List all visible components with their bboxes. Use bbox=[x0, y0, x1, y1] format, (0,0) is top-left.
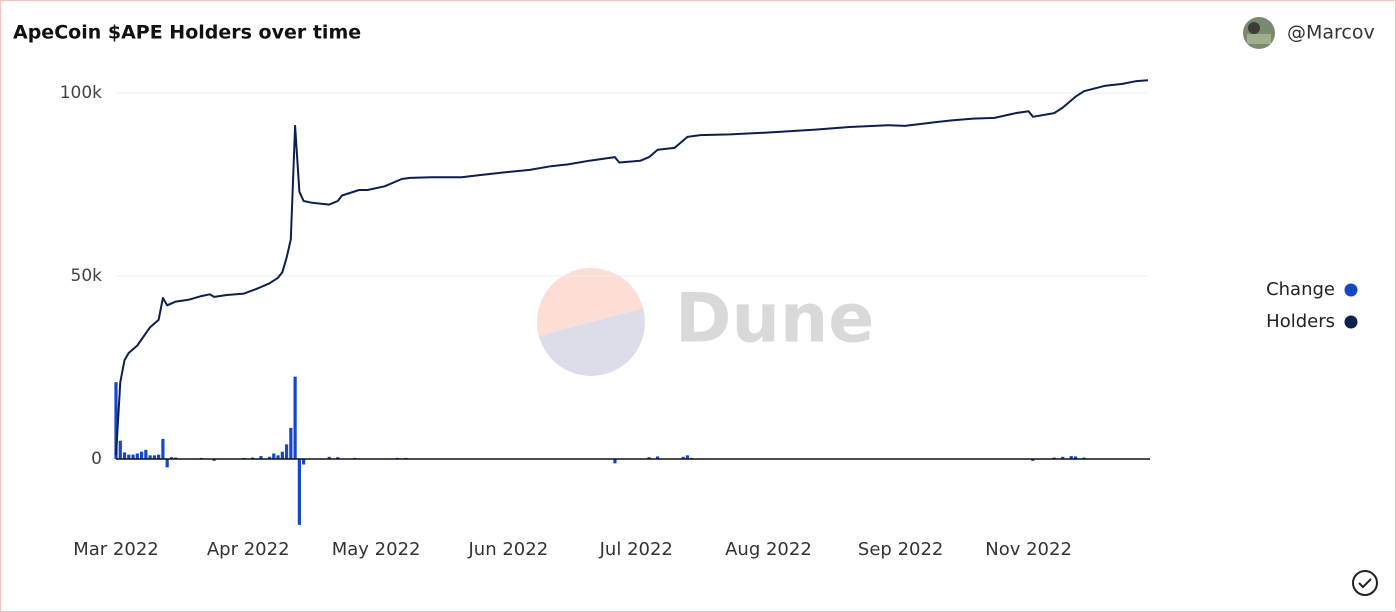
bar bbox=[681, 456, 685, 459]
bar bbox=[647, 457, 651, 459]
bar bbox=[118, 440, 122, 459]
bar bbox=[127, 454, 131, 459]
bar bbox=[1073, 456, 1078, 459]
bar bbox=[267, 456, 272, 459]
bar bbox=[276, 455, 280, 459]
bar bbox=[139, 451, 144, 459]
confirm-icon[interactable] bbox=[1352, 570, 1378, 596]
y-tick-label: 0 bbox=[91, 449, 102, 469]
legend-label: Change bbox=[1266, 279, 1335, 300]
bar bbox=[293, 376, 297, 459]
bar bbox=[1061, 456, 1065, 459]
watermark: Dune bbox=[675, 280, 874, 359]
bar bbox=[152, 455, 156, 459]
bar bbox=[685, 455, 690, 459]
bar bbox=[144, 449, 148, 459]
bar bbox=[613, 459, 617, 464]
avatar bbox=[1243, 17, 1275, 49]
bar bbox=[655, 456, 660, 459]
bar bbox=[1031, 459, 1035, 461]
legend-label: Holders bbox=[1266, 311, 1335, 332]
x-tick-label: Nov 2022 bbox=[985, 539, 1072, 560]
y-tick-label: 100k bbox=[60, 83, 102, 103]
line bbox=[115, 79, 1149, 456]
legend-swatch bbox=[1344, 283, 1358, 297]
bar bbox=[165, 459, 169, 468]
x-tick-label: Jun 2022 bbox=[468, 539, 549, 560]
bar bbox=[297, 459, 301, 525]
bar bbox=[148, 455, 152, 459]
x-tick-label: Apr 2022 bbox=[207, 539, 290, 560]
bar bbox=[327, 456, 331, 459]
x-tick-label: Sep 2022 bbox=[858, 539, 943, 560]
x-tick-label: Mar 2022 bbox=[73, 539, 159, 560]
bar bbox=[289, 427, 293, 459]
bar bbox=[302, 459, 306, 465]
bar bbox=[157, 454, 161, 459]
bar bbox=[169, 457, 174, 459]
y-tick-label: 50k bbox=[71, 266, 103, 286]
bar bbox=[336, 457, 340, 459]
author[interactable]: @Marcov bbox=[1287, 22, 1375, 44]
bar bbox=[1069, 456, 1073, 459]
legend-swatch bbox=[1344, 315, 1358, 329]
x-tick-label: Jul 2022 bbox=[599, 539, 673, 560]
bar bbox=[280, 451, 284, 459]
bar bbox=[135, 453, 139, 459]
bar bbox=[259, 456, 263, 459]
x-tick-label: May 2022 bbox=[332, 539, 421, 560]
bar bbox=[284, 444, 289, 459]
bar bbox=[212, 459, 216, 461]
bar bbox=[131, 454, 135, 459]
chart-title: ApeCoin $APE Holders over time bbox=[13, 22, 361, 44]
plot-area: 0 50k 100k Mar 2022 Apr 2022 May 2022 Jun 2022… bbox=[60, 79, 1150, 560]
watermark-logo bbox=[537, 268, 645, 376]
bar bbox=[122, 452, 127, 459]
bar bbox=[114, 382, 118, 459]
x-tick-label: Aug 2022 bbox=[725, 539, 812, 560]
bar bbox=[272, 453, 276, 459]
bar bbox=[161, 438, 165, 459]
